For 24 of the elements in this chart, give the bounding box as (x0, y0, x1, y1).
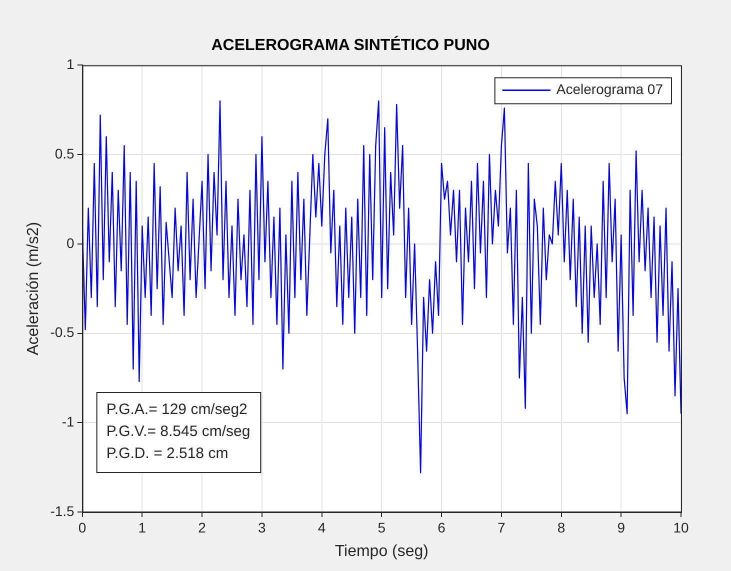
x-tick-label: 0 (78, 519, 86, 536)
x-tick-label: 5 (378, 519, 386, 536)
annotation: P.G.A.= 129 cm/seg2 (106, 401, 248, 418)
x-tick-label: 9 (617, 519, 626, 536)
x-tick-label: 10 (673, 519, 689, 536)
x-tick-label: 3 (258, 519, 266, 536)
x-tick-label: 7 (498, 519, 506, 536)
y-tick-label: -1.5 (50, 502, 75, 519)
y-axis-title: Aceleración (m/s2) (25, 222, 42, 356)
x-tick-label: 4 (318, 519, 326, 536)
x-tick-label: 6 (438, 519, 446, 536)
y-tick-label: -1 (62, 414, 75, 430)
legend-label: Acelerograma 07 (556, 81, 664, 98)
annotation: P.G.V.= 8.545 cm/seg (106, 423, 250, 440)
annotation: P.G.D. = 2.518 cm (106, 445, 228, 462)
x-tick-label: 2 (198, 519, 206, 536)
x-tick-label: 8 (557, 519, 566, 536)
x-tick-label: 1 (138, 519, 146, 536)
y-tick-label: 0 (66, 234, 75, 251)
y-tick-label: 0.5 (54, 145, 75, 162)
y-tick-label: -0.5 (50, 324, 75, 340)
y-tick-label: 1 (66, 56, 75, 72)
chart-title: ACELEROGRAMA SINTÉTICO PUNO (211, 35, 490, 54)
x-axis-title: Tiempo (seg) (334, 542, 428, 560)
